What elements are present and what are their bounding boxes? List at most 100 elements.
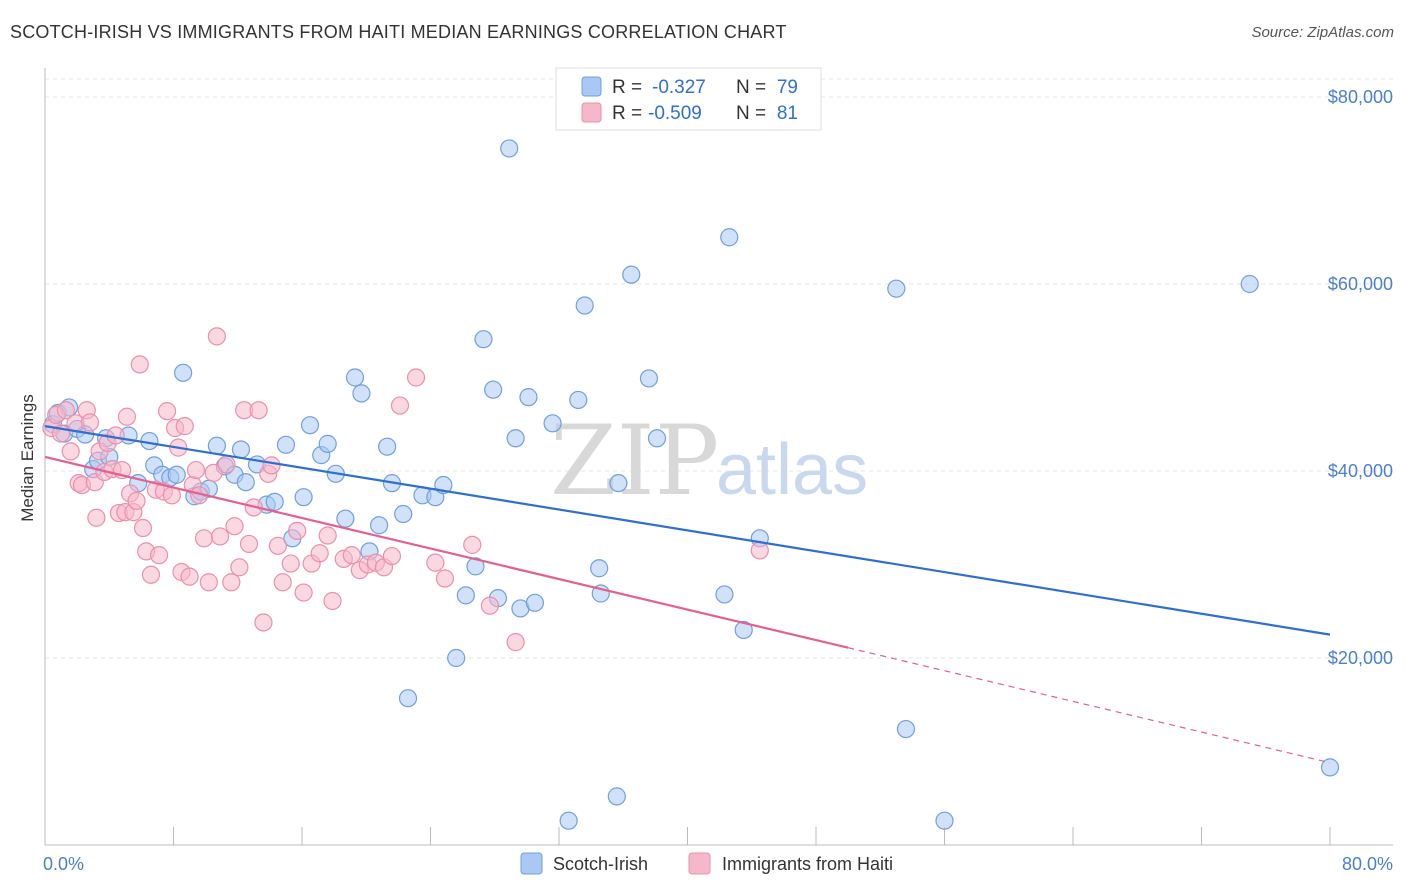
scotch-irish-point [575, 296, 594, 315]
haiti-point [117, 407, 137, 426]
scotch-irish-trend-line [44, 425, 1331, 636]
haiti-point [194, 529, 214, 548]
haiti-point [382, 546, 402, 566]
scotch-irish-point [318, 434, 337, 453]
haiti-point [323, 591, 342, 611]
scotch-irish-point [167, 465, 186, 484]
haiti-point [207, 327, 226, 346]
chart-title: SCOTCH-IRISH VS IMMIGRANTS FROM HAITI ME… [10, 22, 787, 42]
haiti-point [463, 535, 482, 554]
legend-swatch-scotch-irish [581, 76, 602, 97]
haiti-point [506, 633, 525, 652]
scotch-irish-point [639, 369, 659, 388]
haiti-point [149, 546, 169, 565]
haiti-point [273, 573, 292, 592]
scotch-irish-point [378, 437, 397, 456]
legend-n-label-1: N = [736, 77, 766, 98]
scotch-irish-point [236, 473, 255, 492]
scotch-irish-point [1320, 758, 1340, 777]
haiti-point [390, 396, 410, 415]
scotch-irish-point [466, 557, 485, 576]
watermark: ZIP atlas [550, 405, 868, 517]
haiti-point [180, 567, 199, 586]
scotch-irish-point [174, 363, 193, 382]
haiti-point [268, 536, 288, 555]
x-tick-label-min: 0.0% [43, 854, 84, 874]
haiti-point [141, 565, 161, 584]
scotch-irish-point [622, 265, 641, 284]
scotch-irish-point [887, 279, 906, 298]
haiti-point [217, 455, 236, 474]
scotch-irish-point [734, 620, 753, 640]
scotch-irish-point [394, 504, 413, 524]
trend-lines [44, 425, 1331, 764]
scotch-irish-point [543, 414, 562, 433]
scotch-irish-point [474, 330, 493, 349]
source-label: Source: ZipAtlas.com [1251, 24, 1394, 41]
scotch-irish-point [519, 388, 538, 407]
legend-swatch-haiti [581, 102, 602, 123]
haiti-point [106, 426, 125, 445]
haiti-point [480, 596, 500, 615]
axes [44, 68, 1393, 846]
haiti-point [186, 460, 206, 480]
bottom-legend-swatch-haiti [688, 852, 711, 875]
scotch-irish-point [896, 719, 916, 739]
legend-r-value-1: -0.327 [652, 77, 706, 98]
legend-n-value-2: 81 [777, 103, 798, 124]
haiti-point [130, 355, 149, 374]
y-tick-labels: $20,000 $40,000 $60,000 $80,000 [1328, 87, 1393, 668]
scotch-irish-point [647, 429, 667, 448]
bottom-legend-swatch-scotch-irish [520, 852, 543, 875]
haiti-point [318, 526, 337, 545]
scotch-irish-point [370, 516, 389, 535]
haiti-point [310, 544, 329, 563]
scotch-irish-point [609, 474, 628, 493]
haiti-trend-extension [847, 647, 1331, 764]
scotch-irish-point [506, 429, 525, 448]
scotch-irish-point [352, 384, 371, 403]
scotch-irish-point [265, 492, 284, 511]
scotch-irish-point [559, 811, 578, 830]
haiti-point [127, 491, 146, 511]
scotch-irish-point [398, 689, 418, 708]
legend-n-value-1: 79 [777, 77, 798, 98]
scotch-irish-point [484, 380, 503, 399]
haiti-point [230, 558, 249, 577]
scotch-irish-point [607, 787, 626, 806]
haiti-point [262, 456, 281, 475]
scotch-irish-point [1240, 274, 1259, 294]
haiti-point [56, 401, 75, 420]
haiti-point [61, 442, 80, 461]
haiti-point [281, 554, 300, 573]
y-tick-label: $60,000 [1328, 274, 1393, 294]
scotch-irish-point [447, 648, 466, 668]
bottom-legend-label-scotch-irish: Scotch-Irish [553, 854, 648, 874]
haiti-point [133, 518, 153, 538]
haiti-point [157, 402, 177, 421]
haiti-point [199, 573, 218, 592]
bottom-legend: Scotch-Irish Immigrants from Haiti [520, 852, 893, 875]
y-axis-label: Median Earnings [18, 394, 37, 522]
haiti-point [87, 508, 106, 527]
scotch-irish-point [569, 390, 588, 410]
scotch-irish-point [720, 228, 739, 247]
scotch-irish-point [300, 416, 320, 435]
y-tick-label: $80,000 [1328, 87, 1393, 107]
scotch-irish-point [590, 559, 609, 578]
haiti-point [406, 368, 426, 387]
x-tick-label-max: 80.0% [1342, 854, 1393, 874]
legend-n-label-2: N = [736, 103, 766, 124]
haiti-point [204, 463, 223, 482]
haiti-point [426, 553, 445, 572]
haiti-point [80, 413, 100, 432]
haiti-point [249, 401, 268, 420]
scotch-irish-point [525, 593, 545, 612]
scotch-irish-point [456, 586, 475, 605]
haiti-point [435, 569, 455, 588]
scotch-irish-point [231, 440, 251, 459]
scotch-irish-point [500, 139, 519, 158]
haiti-trend-line [44, 455, 849, 649]
haiti-point [239, 534, 259, 554]
scotch-irish-point [345, 368, 365, 387]
